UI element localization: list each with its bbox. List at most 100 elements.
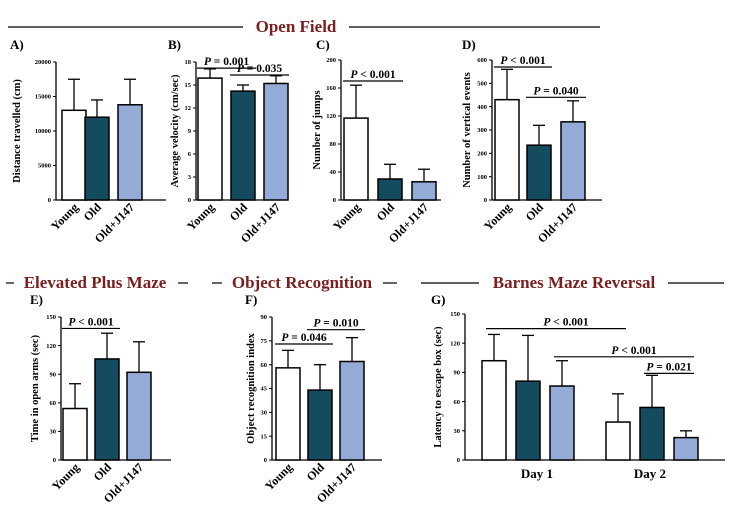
chart-panel-g: G) Latency to escape box (sec) 0 30 60 90 120 1… bbox=[431, 292, 725, 481]
y-tick-label: 30 bbox=[50, 429, 57, 436]
p-value-label: P < 0.001 bbox=[350, 69, 395, 81]
bar bbox=[639, 406, 665, 461]
y-tick-label: 60 bbox=[261, 362, 268, 369]
y-tick-label: 0 bbox=[457, 457, 460, 464]
p-value-label: P = 0.010 bbox=[313, 318, 358, 330]
chart-panel-f: F) Object recognition index 0 15 30 45 60 75 90 Y… bbox=[245, 292, 382, 506]
category-label: Old bbox=[227, 200, 251, 224]
category-label: Old bbox=[523, 200, 547, 224]
y-tick-label: 10000 bbox=[35, 128, 51, 135]
bar bbox=[84, 116, 110, 201]
category-label: Young bbox=[184, 200, 217, 233]
panel-label: E) bbox=[30, 292, 43, 307]
section-elevated: Elevated Plus Maze bbox=[6, 273, 188, 292]
p-value-label: P < 0.001 bbox=[543, 317, 588, 329]
y-tick-label: 30 bbox=[454, 428, 461, 435]
category-label: Young bbox=[262, 460, 295, 493]
bar bbox=[673, 436, 699, 461]
bar bbox=[411, 181, 437, 201]
section-object: Object Recognition bbox=[212, 273, 397, 292]
bar bbox=[275, 367, 301, 461]
bar bbox=[230, 90, 256, 201]
bar bbox=[62, 407, 88, 461]
y-tick-label: 6 bbox=[188, 151, 192, 158]
panel-label: F) bbox=[245, 292, 257, 307]
category-label: Old bbox=[374, 200, 398, 224]
y-axis-label: Distance travelled (cm) bbox=[12, 79, 23, 183]
y-tick-label: 30 bbox=[261, 410, 268, 417]
p-value-label: P = 0.035 bbox=[237, 63, 282, 75]
y-tick-label: 0 bbox=[48, 197, 51, 204]
y-axis-label: Latency to escape box (sec) bbox=[433, 326, 444, 448]
bar bbox=[515, 380, 541, 461]
y-tick-label: 20000 bbox=[35, 59, 51, 66]
bar bbox=[481, 359, 507, 461]
section-title-object: Object Recognition bbox=[232, 273, 373, 292]
y-tick-label: 400 bbox=[477, 104, 487, 111]
p-value-label: P < 0.001 bbox=[500, 55, 545, 67]
y-tick-label: 9 bbox=[188, 128, 192, 135]
chart-panel-b: B) Average velocity (cm/sec) 0 3 6 9 12 15 18 You… bbox=[168, 37, 289, 246]
y-tick-label: 90 bbox=[454, 370, 461, 377]
y-tick-label: 60 bbox=[50, 400, 57, 407]
y-tick-label: 200 bbox=[326, 57, 336, 64]
bar bbox=[494, 98, 520, 201]
bar bbox=[307, 389, 333, 461]
chart-panel-d: D) Number of vertical events 0 100 200 300 400… bbox=[462, 37, 602, 246]
category-label: Old bbox=[91, 460, 115, 484]
y-tick-label: 45 bbox=[261, 386, 268, 393]
panel-label: C) bbox=[316, 37, 330, 52]
y-tick-label: 15000 bbox=[35, 94, 51, 101]
y-tick-label: 120 bbox=[46, 343, 56, 350]
y-tick-label: 15 bbox=[261, 433, 268, 440]
section-title-elevated: Elevated Plus Maze bbox=[24, 273, 167, 292]
p-value-label: P = 0.046 bbox=[281, 332, 326, 344]
y-tick-label: 500 bbox=[477, 81, 487, 88]
category-label: Young bbox=[48, 200, 81, 233]
p-value-label: P < 0.001 bbox=[611, 345, 656, 357]
y-tick-label: 15 bbox=[185, 82, 192, 89]
bar bbox=[263, 82, 289, 201]
y-tick-label: 60 bbox=[454, 399, 461, 406]
category-label: Day 2 bbox=[634, 466, 666, 481]
y-axis-label: Object recognition index bbox=[246, 332, 257, 443]
y-tick-label: 12 bbox=[185, 105, 192, 112]
p-value-label: P = 0.040 bbox=[533, 85, 578, 97]
bar bbox=[117, 104, 143, 201]
chart-panel-a: A) Distance travelled (cm) 0 5000 10000 15000… bbox=[10, 37, 166, 246]
y-tick-label: 75 bbox=[261, 338, 268, 345]
bar bbox=[61, 109, 87, 201]
bar bbox=[377, 178, 403, 201]
y-tick-label: 200 bbox=[477, 151, 487, 158]
y-tick-label: 80 bbox=[330, 141, 337, 148]
p-value-label: P < 0.001 bbox=[68, 316, 113, 328]
y-axis-label: Number of jumps bbox=[312, 90, 323, 169]
panel-label: A) bbox=[10, 37, 24, 52]
bar bbox=[549, 385, 575, 461]
bar bbox=[339, 360, 365, 461]
category-label: Day 1 bbox=[521, 466, 553, 481]
chart-panel-e: E) Time in open arms (sec) 0 30 60 90 120 150 Yo… bbox=[30, 292, 171, 506]
y-tick-label: 0 bbox=[264, 457, 267, 464]
category-label: Old bbox=[81, 200, 105, 224]
y-tick-label: 5000 bbox=[38, 163, 51, 170]
y-axis-label: Time in open arms (sec) bbox=[30, 334, 41, 442]
y-tick-label: 150 bbox=[46, 314, 56, 321]
bar bbox=[526, 144, 552, 201]
y-tick-label: 120 bbox=[326, 113, 336, 120]
y-tick-label: 0 bbox=[333, 197, 336, 204]
y-tick-label: 150 bbox=[450, 311, 460, 318]
y-tick-label: 100 bbox=[477, 174, 487, 181]
category-label: Young bbox=[330, 200, 363, 233]
bar bbox=[605, 421, 631, 461]
bar bbox=[126, 371, 152, 461]
y-tick-label: 0 bbox=[53, 457, 56, 464]
y-tick-label: 0 bbox=[188, 197, 191, 204]
section-barnes: Barnes Maze Reversal bbox=[421, 273, 724, 292]
y-tick-label: 18 bbox=[185, 59, 192, 66]
section-title-barnes: Barnes Maze Reversal bbox=[493, 273, 656, 292]
panel-label: B) bbox=[168, 37, 181, 52]
bar bbox=[343, 117, 369, 201]
y-axis-label: Average velocity (cm/sec) bbox=[170, 74, 181, 187]
